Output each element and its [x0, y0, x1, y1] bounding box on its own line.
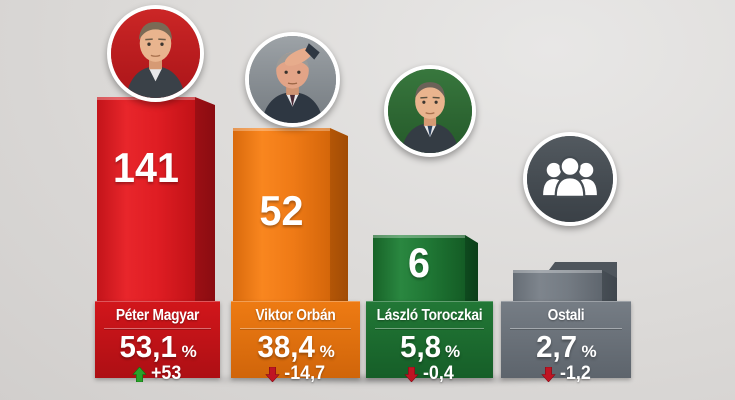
change-value: -0,4	[423, 363, 454, 384]
change-value: -1,2	[559, 363, 591, 384]
separator	[375, 328, 484, 329]
name-plate: László Toroczkai 5,8 % -0,4	[366, 301, 493, 384]
separator	[104, 328, 211, 329]
trend-down-icon	[404, 366, 419, 382]
seat-count: 52	[259, 187, 304, 234]
percent-sign: %	[319, 342, 335, 361]
candidate-name: László Toroczkai	[376, 307, 483, 324]
name-plate: Ostali 2,7 % -1,2	[501, 301, 631, 384]
candidate-name: Viktor Orbán	[255, 307, 336, 324]
trend-up-icon	[132, 366, 148, 382]
seat-count: 6	[408, 239, 430, 286]
separator	[240, 328, 351, 329]
portrait-photo-icon	[388, 69, 472, 153]
separator	[510, 328, 622, 329]
avatar-peter-magyar	[107, 5, 204, 102]
percent-value: 38,4	[257, 329, 316, 364]
group-icon	[527, 136, 613, 222]
change-value: -14,7	[284, 363, 325, 384]
bar-viktor-orban: 52	[233, 120, 348, 310]
change-value: +53	[151, 363, 182, 384]
name-plate: Péter Magyar 53,1 % +53	[95, 301, 220, 384]
percent-sign: %	[444, 342, 461, 361]
seat-count: 141	[113, 144, 179, 191]
name-plate: Viktor Orbán 38,4 % -14,7	[231, 301, 360, 384]
percent-value: 2,7	[536, 329, 578, 364]
percent-value: 53,1	[119, 329, 178, 364]
candidate-name: Péter Magyar	[115, 307, 200, 324]
avatar-ostali	[523, 132, 617, 226]
candidate-name: Ostali	[547, 307, 585, 324]
avatar-laszlo-toroczkai	[384, 65, 476, 157]
trend-down-icon	[540, 366, 556, 382]
bar-laszlo-toroczkai: 6	[373, 227, 478, 310]
bar-peter-magyar: 141	[97, 89, 215, 310]
percent-value: 5,8	[399, 329, 441, 364]
trend-down-icon	[265, 366, 280, 382]
percent-sign: %	[581, 342, 597, 361]
portrait-photo-icon	[249, 36, 336, 123]
percent-sign: %	[181, 342, 197, 361]
portrait-photo-icon	[111, 9, 200, 98]
avatar-viktor-orban	[245, 32, 340, 127]
